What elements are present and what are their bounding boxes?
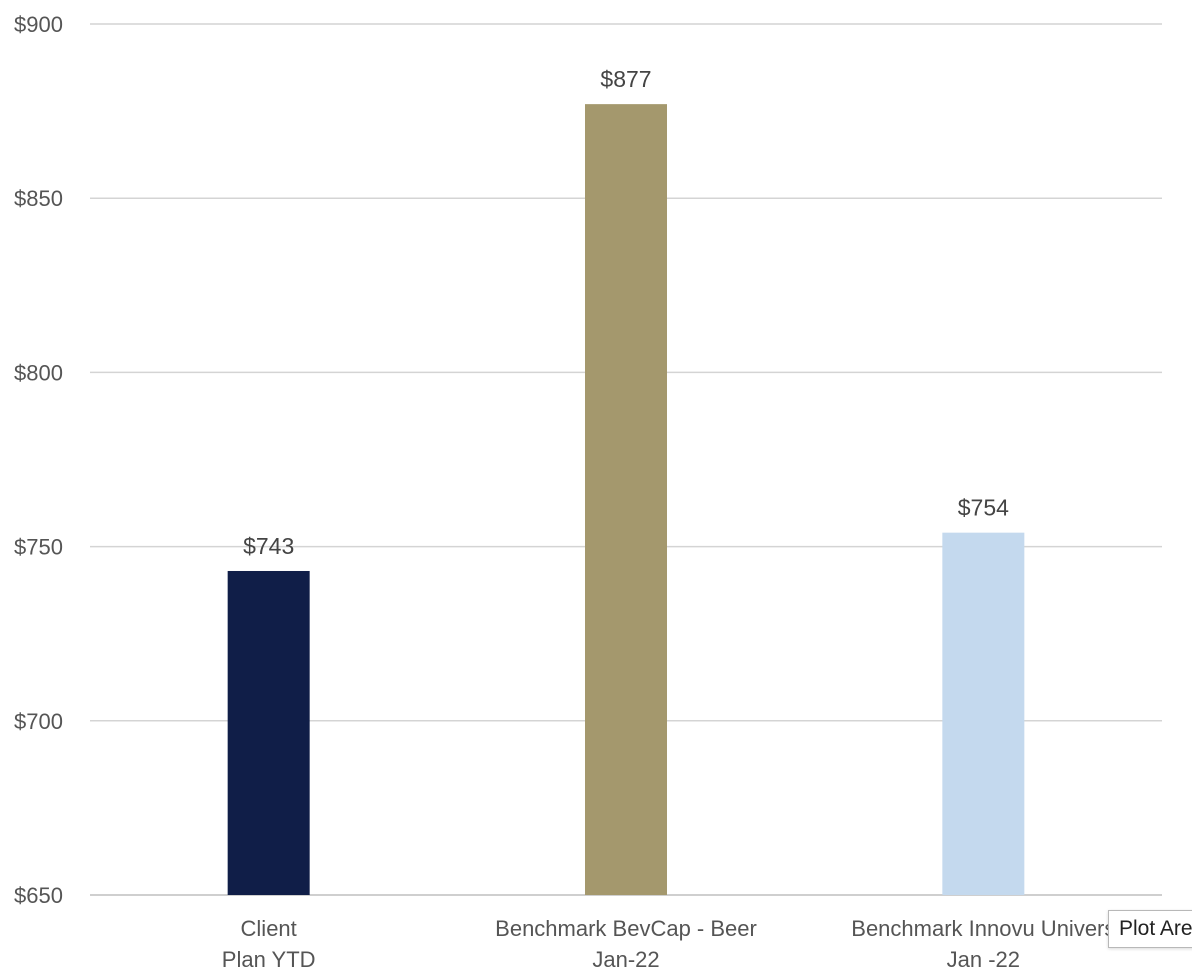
category-label: Jan -22 [947,947,1020,972]
y-axis-ticks: $650 $700 $750 $800 $850 $900 [14,12,63,908]
y-tick-label: $800 [14,360,63,385]
y-tick-label: $900 [14,12,63,37]
data-labels: $743 $877 $754 [243,66,1009,559]
bar-value-label: $754 [958,495,1009,521]
bar-value-label: $877 [600,66,651,92]
category-label: Client [241,916,297,941]
category-label: Benchmark Innovu Univers [851,916,1115,941]
y-tick-label: $850 [14,186,63,211]
y-tick-label: $700 [14,709,63,734]
x-axis-categories: Client Plan YTD Benchmark BevCap - Beer Jan… [222,916,1116,972]
bar [942,532,1025,895]
bar-value-label: $743 [243,533,294,559]
category-label: Jan-22 [592,947,659,972]
bar [585,104,667,895]
plot-area-tooltip: Plot Are [1108,910,1192,948]
category-label: Benchmark BevCap - Beer [495,916,757,941]
category-label: Plan YTD [222,947,316,972]
y-tick-label: $650 [14,883,63,908]
y-tick-label: $750 [14,535,63,560]
bar [227,570,310,895]
bars [227,104,1025,895]
